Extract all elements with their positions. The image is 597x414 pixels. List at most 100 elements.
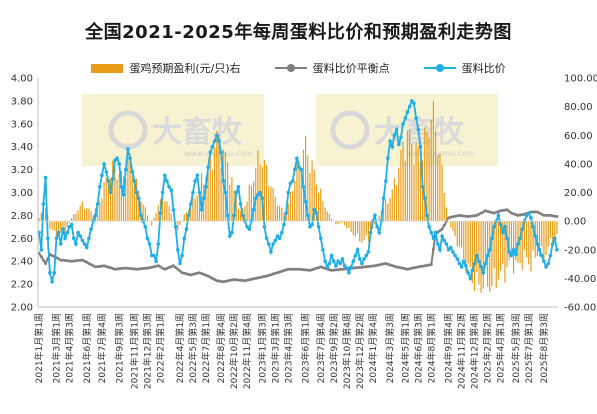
breakeven-point [93,265,97,269]
profit-bar [114,165,116,222]
profit-bar [335,221,337,225]
profit-bar [285,216,287,222]
ratio-point [377,230,382,235]
x-tick-label: 2024年12月第4周 [469,313,481,389]
profit-bar [218,134,220,222]
profit-bar [519,221,521,264]
x-tick-label: 2021年12月第3周 [141,313,153,389]
profit-bar [138,190,140,222]
ratio-point [338,261,343,266]
profit-bar [112,160,114,222]
ratio-point [453,253,457,258]
left-tick-label: 3.60 [11,119,33,130]
profit-bar [291,191,294,222]
ratio-point [438,248,442,252]
ratio-point [501,230,505,235]
profit-bar [172,219,175,222]
profit-bar [545,221,547,255]
profit-bar [270,186,272,222]
breakeven-point [340,267,344,271]
watermark-logo-left [108,110,148,150]
ratio-point [275,234,280,238]
breakeven-point [96,265,100,269]
breakeven-point [369,264,373,268]
legend-item-breakeven: 蛋料比价平衡点 [274,60,390,76]
left-tick-label: 2.20 [11,280,33,291]
profit-bar [387,203,389,222]
breakeven-point [63,259,67,262]
profit-bar [83,209,86,222]
ratio-point [156,242,161,246]
profit-bar [363,221,365,240]
ratio-point [284,211,288,215]
profit-bar [350,221,352,232]
ratio-point [121,193,126,197]
ratio-point [427,225,431,229]
x-tick-label: 2025年5月第3周 [510,313,522,383]
ratio-point [204,185,208,189]
profit-bar [77,210,79,222]
ratio-point [52,270,57,275]
profit-bar [207,167,209,222]
profit-bar [118,173,120,222]
profit-bar [476,221,478,273]
profit-bar [378,215,380,222]
ratio-point [143,225,148,229]
profit-bar [129,153,131,222]
profit-bar [471,221,474,284]
ratio-point [273,238,278,243]
profit-bar [406,130,409,222]
ratio-point [303,199,308,204]
profit-bar [209,152,211,222]
profit-bar [49,221,51,229]
right-tick-label: 20.00 [564,188,593,199]
left-tick-label: 3.40 [11,142,33,153]
ratio-point [488,248,492,252]
profit-bar [493,221,495,269]
profit-bar [90,211,92,222]
ratio-point [514,252,518,257]
x-tick-label: 2022年11月第4周 [241,313,253,389]
ratio-point [124,167,128,172]
ratio-point [429,230,434,235]
profit-bar [536,221,539,256]
x-tick-label: 2024年5月第1周 [399,313,411,383]
ratio-point [440,234,444,238]
profit-bar [57,221,60,235]
ratio-point [399,135,403,140]
breakeven-point [293,267,297,271]
profit-bar [337,221,339,225]
ratio-point [130,170,135,174]
profit-bar [426,131,428,222]
ratio-point [462,259,466,264]
left-tick-label: 2.00 [11,303,33,314]
profit-bar [151,221,153,226]
profit-bar [265,164,268,222]
ratio-point [384,179,388,183]
profit-bar [183,214,185,222]
breakeven-point [89,263,93,267]
ratio-point [472,261,477,266]
profit-bar [194,198,196,222]
ratio-point [483,261,488,266]
profit-bar [40,212,42,222]
breakeven-point [304,268,308,272]
ratio-point [360,261,364,266]
breakeven-point [356,266,360,270]
ratio-point [128,156,132,160]
profit-bar [179,221,181,225]
profit-bar [68,221,71,223]
ratio-point [115,156,119,160]
ratio-point [199,207,204,212]
profit-bar [382,207,385,222]
profit-bar [317,192,320,222]
breakeven-point [466,215,470,218]
ratio-point [325,265,330,269]
profit-bar [374,221,376,225]
ratio-point [390,144,395,149]
legend-swatch-gray-line [274,64,307,72]
profit-bar [311,160,313,222]
profit-bar [64,221,66,236]
ratio-point [555,248,559,252]
ratio-point [65,230,70,235]
